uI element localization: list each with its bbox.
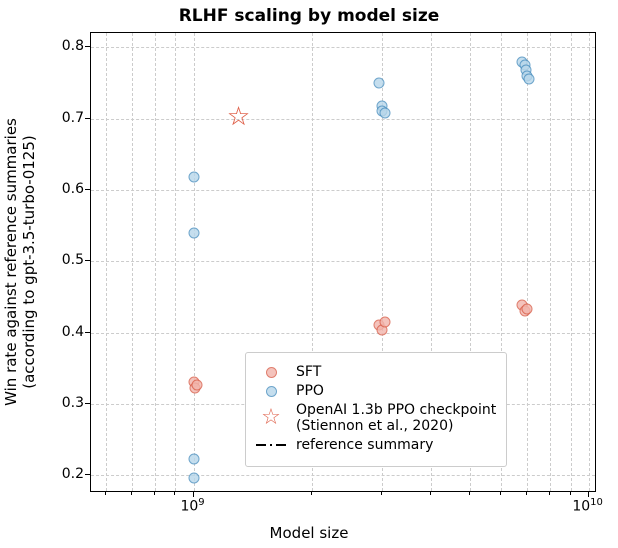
sft-point: [522, 304, 533, 315]
x-axis-label: Model size: [0, 524, 618, 542]
ytick: [85, 403, 90, 404]
sft-point: [191, 380, 202, 391]
legend-refline-mark: [256, 444, 286, 447]
ytick-label: 0.2: [24, 466, 84, 482]
ppo-point: [188, 227, 199, 238]
ytick: [85, 474, 90, 475]
ppo-point: [188, 473, 199, 484]
ytick-label: 0.6: [24, 181, 84, 197]
xtick-label: 109: [180, 497, 204, 515]
dashdot-sample-icon: [256, 444, 286, 447]
xtick-minor: [430, 492, 431, 495]
ytick: [85, 46, 90, 47]
legend-refline-label: reference summary: [296, 437, 433, 453]
xtick-minor: [549, 492, 550, 495]
chart-title: RLHF scaling by model size: [0, 6, 618, 26]
legend-openai: ☆ OpenAI 1.3b PPO checkpoint(Stiennon et …: [256, 402, 496, 434]
ytick-label: 0.8: [24, 38, 84, 54]
ppo-point: [188, 454, 199, 465]
reference-line: [91, 260, 595, 263]
legend-openai-mark: ☆: [256, 411, 286, 424]
ytick-label: 0.3: [24, 395, 84, 411]
legend-ppo: PPO: [256, 383, 496, 399]
legend-sft: SFT: [256, 364, 496, 380]
xtick-minor: [570, 492, 571, 495]
legend-sft-mark: [256, 367, 286, 378]
ytick: [85, 260, 90, 261]
gridline-h: [91, 190, 595, 191]
legend-sft-label: SFT: [296, 364, 321, 380]
legend-ppo-mark: [256, 386, 286, 397]
ylabel-line1: Win rate against reference summaries: [2, 118, 20, 406]
xtick-minor: [154, 492, 155, 495]
legend-refline: reference summary: [256, 437, 496, 453]
ytick-label: 0.4: [24, 324, 84, 340]
xtick-minor: [469, 492, 470, 495]
openai-star-point: ☆: [227, 110, 250, 126]
xtick-minor: [381, 492, 382, 495]
legend: SFT PPO ☆ OpenAI 1.3b PPO checkpoint(Stienn…: [245, 352, 507, 467]
ppo-point: [379, 107, 390, 118]
gridline-h: [91, 47, 595, 48]
ytick-label: 0.7: [24, 110, 84, 126]
ytick-label: 0.5: [24, 252, 84, 268]
xtick-minor: [500, 492, 501, 495]
ppo-point: [188, 172, 199, 183]
ppo-point: [374, 77, 385, 88]
xtick-label: 1010: [572, 497, 603, 515]
legend-ppo-label: PPO: [296, 383, 324, 399]
xtick-minor: [526, 492, 527, 495]
gridline-h: [91, 475, 595, 476]
xtick-minor: [105, 492, 106, 495]
xtick-minor: [174, 492, 175, 495]
ytick: [85, 189, 90, 190]
sft-point: [379, 316, 390, 327]
ppo-point: [523, 74, 534, 85]
ytick: [85, 332, 90, 333]
gridline-h: [91, 333, 595, 334]
xtick-minor: [311, 492, 312, 495]
gridline-h: [91, 119, 595, 120]
ytick: [85, 118, 90, 119]
legend-openai-label: OpenAI 1.3b PPO checkpoint(Stiennon et a…: [296, 402, 496, 434]
xtick-minor: [131, 492, 132, 495]
